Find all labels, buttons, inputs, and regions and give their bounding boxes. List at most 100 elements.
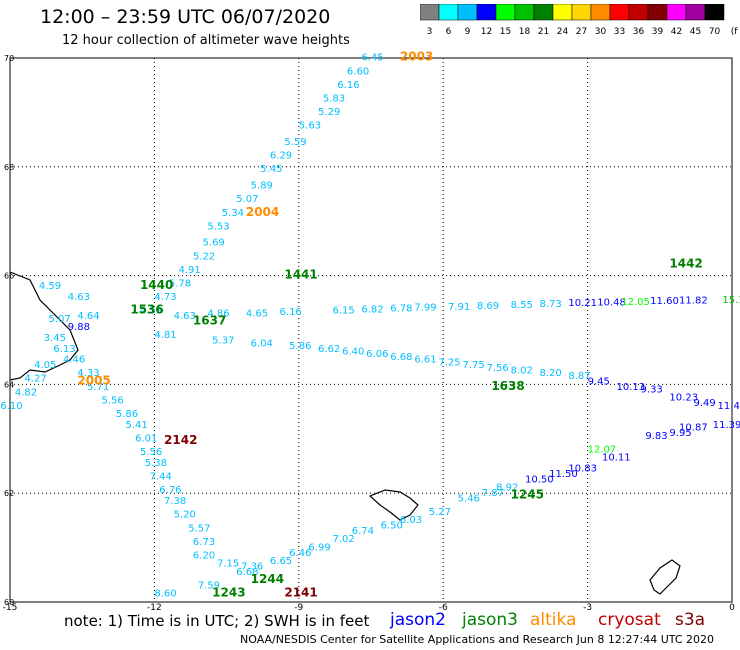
wave-height-label: 5.45 — [260, 164, 282, 175]
wave-height-label: 9.49 — [693, 398, 715, 409]
wave-height-label: 6.46 — [289, 548, 311, 559]
wave-height-label: 4.46 — [63, 355, 85, 366]
wave-height-label: 6.74 — [352, 526, 374, 537]
wave-height-label: 3.45 — [44, 333, 66, 344]
wave-height-label: 6.68 — [236, 567, 258, 578]
wave-height-label: 7.25 — [438, 357, 460, 368]
shetland-islands — [649, 559, 681, 595]
lat-tick-label: 66 — [4, 272, 14, 281]
lat-tick-label: 62 — [4, 489, 14, 498]
wave-height-map: 70 68 66 64 62 60-15 -12 -9 -6 -3 0 6.45 6.60 6.16 5.8… — [0, 50, 740, 610]
wave-height-label: 11.39 — [713, 420, 740, 431]
wave-height-label: 8.87 — [568, 371, 590, 382]
scale-label: 9 — [465, 27, 471, 37]
pass-time-label: 1245 — [511, 488, 544, 502]
wave-height-label: 5.22 — [193, 251, 215, 262]
wave-height-label: 9.95 — [669, 428, 691, 439]
pass-time-label: 1441 — [284, 267, 317, 281]
wave-height-label: 6.65 — [270, 556, 292, 567]
scale-label: 3 — [427, 27, 433, 37]
satellite-legend-s3a: s3a — [675, 610, 706, 630]
wave-height-label: 5.46 — [458, 493, 480, 504]
footer-note: note: 1) Time is in UTC; 2) SWH is in fe… — [64, 612, 370, 630]
wave-height-label: 6.50 — [381, 521, 403, 532]
wave-height-label: 5.37 — [212, 336, 234, 347]
wave-height-label: 6.01 — [135, 434, 157, 445]
lon-tick-label: -3 — [583, 603, 592, 610]
scale-label: 70 — [709, 27, 721, 37]
scale-label: 24 — [557, 27, 569, 37]
wave-height-label: 9.88 — [68, 322, 90, 333]
wave-height-label: 8.92 — [496, 482, 518, 493]
wave-height-label: 10.23 — [669, 393, 698, 404]
wave-height-label: 4.59 — [140, 306, 162, 317]
wave-height-label: 6.99 — [308, 542, 330, 553]
wave-height-label: 11.82 — [679, 295, 708, 306]
pass-time-label: 1536 — [130, 303, 163, 317]
wave-height-label: 7.44 — [150, 472, 172, 483]
wave-height-label: 7.02 — [332, 534, 354, 545]
pass-time-label: 2003 — [400, 50, 433, 64]
wave-height-label: 5.86 — [289, 341, 311, 352]
lat-tick-label: 68 — [4, 163, 14, 172]
wave-height-label: 11.42 — [718, 401, 740, 412]
wave-height-label: 5.56 — [101, 395, 123, 406]
wave-height-label: 10.21 — [568, 298, 597, 309]
wave-height-label: 7.56 — [487, 363, 509, 374]
wave-height-label: 5.20 — [174, 510, 196, 521]
pass-time-label: 1637 — [193, 314, 226, 328]
wave-height-label: 10.83 — [568, 463, 597, 474]
chart-title: 12:00 – 23:59 UTC 06/07/2020 — [40, 6, 331, 28]
wave-height-label: 4.63 — [68, 292, 90, 303]
scale-label: 39 — [652, 27, 664, 37]
wave-height-label: 6.29 — [270, 151, 292, 162]
wave-height-label: 6.62 — [318, 344, 340, 355]
scale-label: 27 — [576, 27, 587, 37]
wave-height-label: 6.15 — [332, 306, 354, 317]
wave-height-label: 4.33 — [77, 368, 99, 379]
wave-height-label: 12.05 — [621, 297, 650, 308]
wave-height-label: 5.07 — [49, 314, 71, 325]
pass-time-label: 1638 — [491, 379, 524, 393]
faroe-islands — [368, 489, 419, 521]
wave-height-label: 5.07 — [236, 194, 258, 205]
scale-label: 42 — [671, 27, 682, 37]
wave-height-label: 7.91 — [448, 302, 470, 313]
wave-height-label: 5.86 — [116, 409, 138, 420]
wave-height-label: 10.11 — [602, 453, 631, 464]
wave-height-label: 9.33 — [641, 385, 663, 396]
lon-tick-label: -6 — [439, 603, 448, 610]
wave-height-label: 10.50 — [525, 474, 554, 485]
wave-height-label: 4.82 — [15, 387, 37, 398]
wave-height-label: 4.64 — [77, 311, 99, 322]
wave-height-label: 4.81 — [154, 330, 176, 341]
scale-label: 45 — [690, 27, 701, 37]
pass-time-label: 2004 — [246, 205, 279, 219]
wave-height-label: 4.91 — [178, 265, 200, 276]
scale-label: 6 — [446, 27, 452, 37]
pass-time-label: 1243 — [212, 586, 245, 600]
lat-tick-label: 64 — [4, 380, 14, 389]
wave-height-label: 7.36 — [241, 561, 263, 572]
wave-height-label: 5.78 — [169, 278, 191, 289]
scale-label: 33 — [614, 27, 625, 37]
lon-tick-label: 0 — [729, 603, 735, 610]
wave-height-label: 6.61 — [414, 355, 436, 366]
satellite-legend-altika: altika — [530, 610, 577, 630]
pass-time-label: 1244 — [251, 572, 284, 586]
wave-height-label: 8.60 — [154, 589, 176, 600]
wave-height-label: 6.20 — [193, 550, 215, 561]
wave-height-label: 6.13 — [53, 344, 75, 355]
wave-height-label: 7.38 — [164, 496, 186, 507]
scale-label: 30 — [595, 27, 607, 37]
wave-height-label: 6.73 — [193, 537, 215, 548]
wave-height-label: 8.02 — [511, 366, 533, 377]
wave-height-label: 5.59 — [284, 137, 306, 148]
wave-height-label: 4.05 — [34, 360, 56, 371]
wave-height-label: 6.76 — [159, 485, 181, 496]
wave-height-label: 6.06 — [366, 349, 388, 360]
lon-tick-label: -15 — [3, 603, 18, 610]
scale-swatch — [704, 4, 725, 21]
wave-height-label: 4.59 — [39, 281, 61, 292]
